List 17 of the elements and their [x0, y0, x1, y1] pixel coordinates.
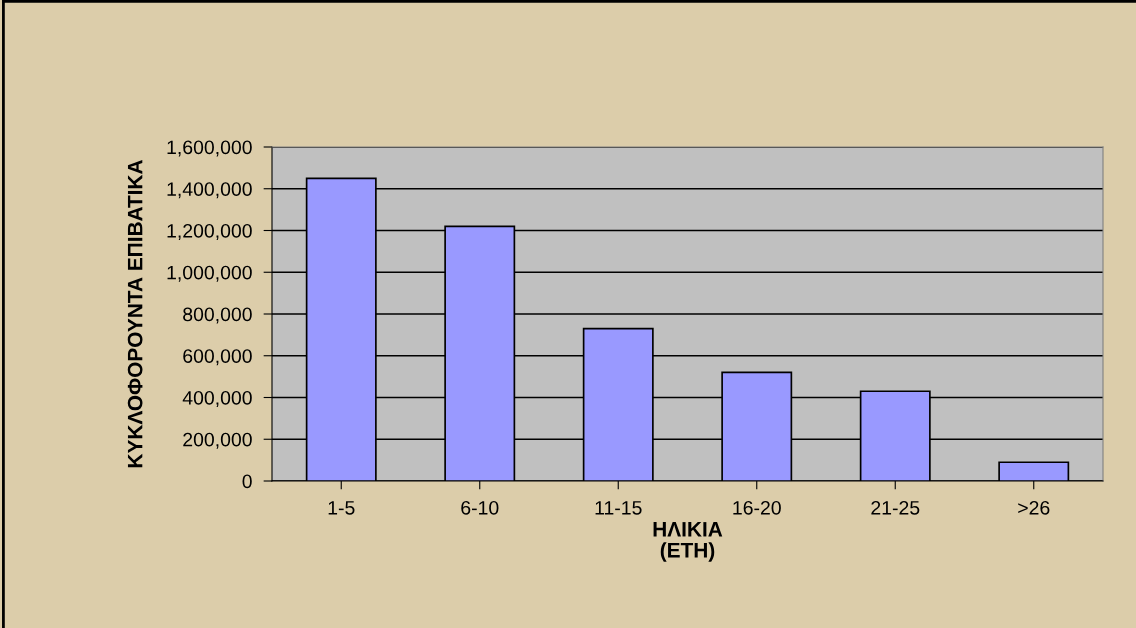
x-tick-label: 1-5 — [328, 501, 355, 515]
x-tick-label: >26 — [1018, 500, 1050, 515]
y-axis-title: ΚΥΚΛΟΦΟΡΟΥΝΤΑ ΕΠΙΒΑΤΙΚΑ — [127, 160, 143, 468]
y-tick-label: 0 — [242, 474, 252, 489]
x-tick-label: 6-10 — [461, 500, 499, 515]
y-tick-label: 1,000,000 — [167, 265, 252, 282]
y-tick-label: 400,000 — [182, 390, 252, 408]
x-tick-label: 16-20 — [733, 500, 781, 515]
y-tick-label: 600,000 — [183, 349, 252, 366]
y-tick-label: 1,600,000 — [167, 140, 252, 157]
x-axis-title: ΗΛΙΚΙΑ (ΕΤΗ) — [653, 522, 723, 562]
y-tick-label: 1,200,000 — [167, 223, 252, 241]
y-tick-label: 200,000 — [183, 432, 252, 449]
y-tick-label: 800,000 — [183, 307, 252, 324]
y-tick-label: 1,400,000 — [167, 182, 252, 199]
x-tick-label: 11-15 — [595, 501, 642, 515]
x-tick-label: 21-25 — [871, 500, 920, 515]
